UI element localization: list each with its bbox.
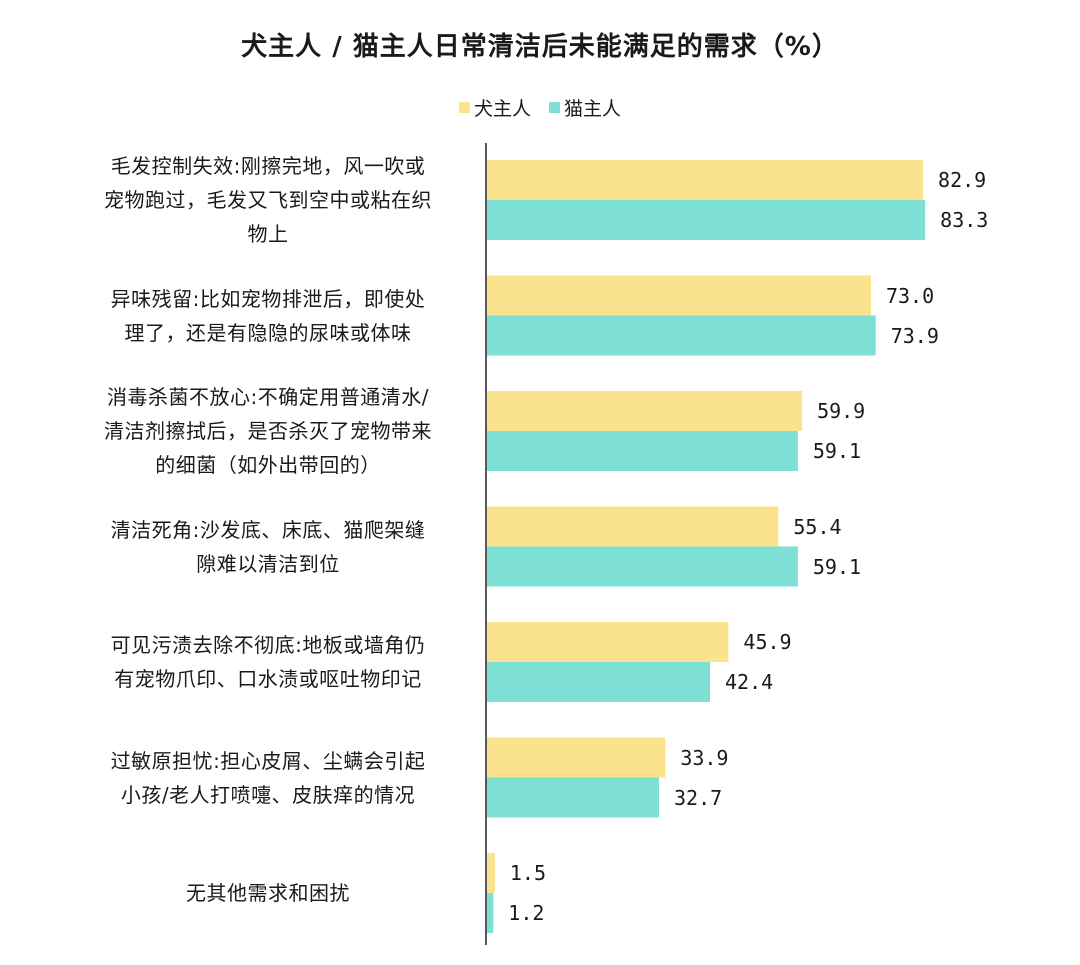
category-label-line: 过敏原担忧:担心皮屑、尘螨会引起 [110, 748, 426, 773]
category-label-1: 异味残留:比如宠物排泄后，即使处 理了，还是有隐隐的尿味或体味 [68, 282, 468, 350]
bar-cat-4 [487, 662, 711, 702]
data-label-cat-4: 42.4 [725, 670, 774, 694]
bar-cat-0 [487, 200, 926, 240]
bar-dog-0 [487, 160, 924, 200]
legend-swatch-cat [549, 102, 560, 113]
category-label-line: 清洁死角:沙发底、床底、猫爬架缝 [110, 517, 426, 542]
bar-cat-2 [487, 431, 798, 471]
data-label-cat-0: 83.3 [940, 208, 989, 232]
category-label-4: 可见污渍去除不彻底:地板或墙角仍 有宠物爪印、口水渍或呕吐物印记 [68, 628, 468, 696]
bar-cat-5 [487, 777, 660, 818]
category-label-line: 无其他需求和困扰 [186, 881, 350, 905]
category-label-line: 清洁剂擦拭后，是否杀灭了宠物带来 [104, 419, 432, 443]
chart-title: 犬主人 / 猫主人日常清洁后未能满足的需求（%） [241, 32, 839, 62]
data-label-cat-5: 32.7 [674, 785, 723, 810]
data-label-dog-3: 55.4 [793, 514, 842, 539]
data-label-dog-1: 73.0 [885, 283, 935, 308]
category-label-line: 可见污渍去除不彻底:地板或墙角仍 [110, 633, 426, 657]
category-label-line: 消毒杀菌不放心:不确定用普通清水/ [107, 385, 429, 409]
category-label-line: 异味残留:比如宠物排泄后，即使处 [110, 286, 426, 311]
legend-swatch-dog [458, 102, 470, 113]
data-label-cat-1: 73.9 [890, 323, 939, 348]
data-label-cat-6: 1.2 [508, 901, 545, 925]
legend-label-dog: 犬主人 [473, 98, 531, 120]
category-label-line: 毛发控制失效:刚擦完地，风一吹或 [110, 154, 426, 178]
bar-dog-2 [487, 391, 803, 431]
category-label-line: 的细菌（如外出带回的） [155, 453, 381, 477]
category-label-3: 清洁死角:沙发底、床底、猫爬架缝 隙难以清洁到位 [68, 513, 468, 581]
bar-dog-3 [487, 506, 779, 547]
bar-cat-1 [487, 315, 876, 356]
bar-cat-6 [487, 893, 494, 933]
bar-dog-4 [487, 622, 729, 662]
legend-item-cat: 猫主人 [549, 94, 621, 121]
legend-label-cat: 猫主人 [564, 98, 622, 120]
data-label-cat-2: 59.1 [812, 439, 862, 463]
legend: 犬主人 猫主人 [0, 94, 1080, 121]
category-label-0: 毛发控制失效:刚擦完地，风一吹或 宠物跑过，毛发又飞到空中或粘在织 物上 [68, 149, 468, 251]
category-label-5: 过敏原担忧:担心皮屑、尘螨会引起 小孩/老人打喷嚏、皮肤痒的情况 [68, 744, 468, 812]
bar-cat-3 [487, 546, 798, 587]
bar-dog-5 [487, 737, 666, 778]
category-label-line: 物上 [247, 222, 289, 246]
category-label-line: 理了，还是有隐隐的尿味或体味 [124, 320, 412, 345]
bar-dog-6 [487, 853, 495, 893]
legend-item-dog: 犬主人 [458, 94, 531, 121]
data-label-dog-4: 45.9 [743, 630, 792, 654]
category-label-6: 无其他需求和困扰 [68, 876, 468, 910]
bar-dog-1 [487, 275, 871, 316]
data-label-dog-0: 82.9 [938, 168, 987, 192]
category-label-line: 小孩/老人打喷嚏、皮肤痒的情况 [120, 782, 416, 807]
data-label-cat-3: 59.1 [812, 554, 862, 579]
category-label-2: 消毒杀菌不放心:不确定用普通清水/清洁剂擦拭后，是否杀灭了宠物带来 的细菌（如外出… [68, 380, 468, 482]
category-label-line: 宠物跑过，毛发又飞到空中或粘在织 [104, 188, 432, 212]
category-label-line: 隙难以清洁到位 [196, 551, 340, 576]
category-label-line: 有宠物爪印、口水渍或呕吐物印记 [114, 667, 422, 691]
data-label-dog-5: 33.9 [680, 745, 729, 770]
data-label-dog-2: 59.9 [817, 399, 866, 423]
data-label-dog-6: 1.5 [509, 861, 546, 885]
